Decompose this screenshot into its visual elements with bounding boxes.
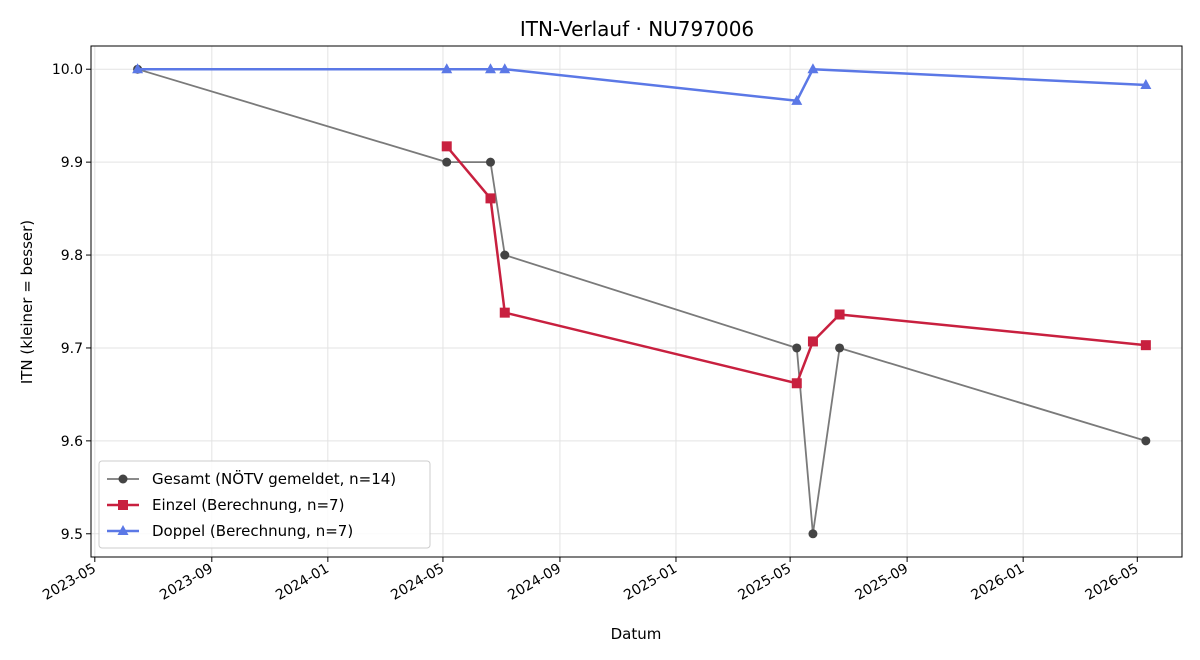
- y-tick-label: 9.8: [61, 248, 83, 264]
- data-point: [132, 63, 144, 74]
- legend-label: Einzel (Berechnung, n=7): [152, 496, 344, 514]
- legend-entry: Gesamt (NÖTV gemeldet, n=14): [107, 469, 396, 488]
- data-point: [500, 250, 510, 260]
- legend-marker: [118, 500, 128, 510]
- data-point: [1140, 340, 1151, 351]
- y-axis-label: ITN (kleiner = besser): [18, 220, 36, 384]
- legend-marker: [118, 474, 128, 484]
- data-point: [807, 336, 818, 347]
- y-tick-label: 9.6: [61, 434, 83, 450]
- legend-marker: [117, 525, 129, 535]
- data-point: [499, 307, 510, 318]
- data-point: [1141, 436, 1151, 446]
- data-point: [442, 157, 452, 167]
- y-tick-label: 9.5: [61, 527, 83, 543]
- y-tick-label: 9.7: [61, 341, 83, 357]
- series-line: [137, 68, 1147, 535]
- legend-box: [98, 460, 431, 549]
- data-point: [835, 343, 845, 353]
- data-point: [1140, 79, 1152, 90]
- data-point: [485, 193, 496, 204]
- series-layer: [132, 63, 1152, 539]
- data-point: [441, 141, 452, 152]
- y-tick-label: 10.0: [52, 62, 83, 78]
- chart-title: ITN-Verlauf · NU797006: [520, 17, 754, 41]
- data-point: [834, 309, 845, 320]
- data-point: [485, 157, 495, 167]
- plot-area-frame: [90, 45, 1183, 558]
- data-point: [441, 63, 453, 74]
- data-point: [499, 63, 511, 74]
- legend-label: Doppel (Berechnung, n=7): [152, 522, 353, 540]
- y-tick-label: 9.9: [61, 155, 83, 171]
- legend-label: Gesamt (NÖTV gemeldet, n=14): [152, 469, 396, 488]
- series-1: [133, 64, 1151, 539]
- data-point: [807, 63, 819, 74]
- data-point: [791, 94, 803, 105]
- legend-entry: Doppel (Berechnung, n=7): [107, 522, 353, 540]
- legend: Gesamt (NÖTV gemeldet, n=14) Einzel (Bere…: [98, 460, 431, 549]
- series-3: [132, 63, 1152, 105]
- data-point: [808, 529, 818, 539]
- legend-entry: Einzel (Berechnung, n=7): [107, 496, 344, 514]
- data-point: [791, 378, 802, 389]
- data-point: [792, 343, 802, 353]
- series-2: [441, 141, 1151, 389]
- data-point: [484, 63, 496, 74]
- x-axis-label: Datum: [611, 625, 662, 643]
